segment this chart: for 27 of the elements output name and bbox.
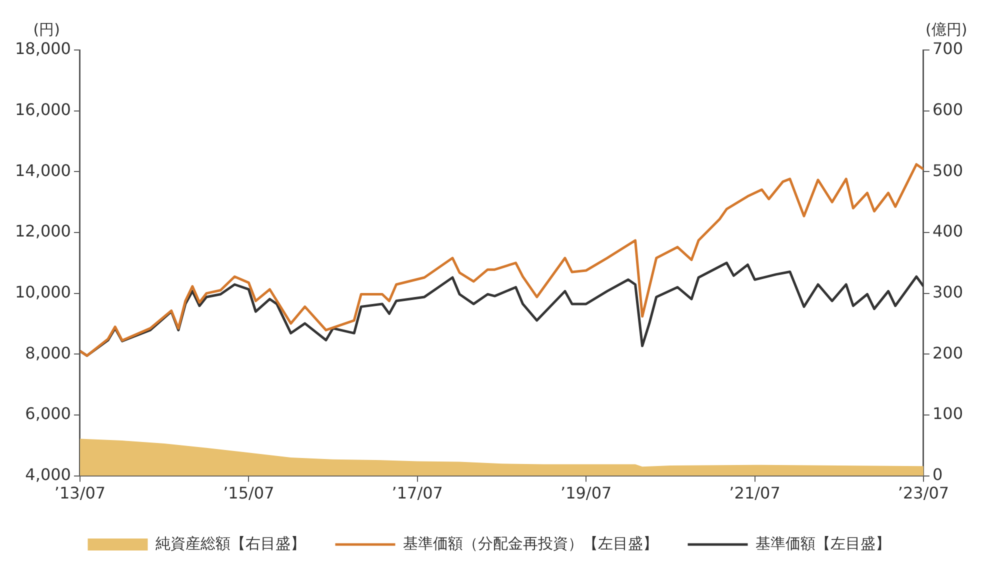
y2-tick-label: 400 xyxy=(932,222,964,241)
y2-tick-label: 100 xyxy=(932,404,964,424)
x-tick-label: ’19/07 xyxy=(560,484,612,503)
y-tick-label: 12,000 xyxy=(15,222,71,241)
x-tick-label: ’23/07 xyxy=(898,484,950,503)
y-tick-label: 4,000 xyxy=(25,464,71,484)
y2-tick-label: 0 xyxy=(932,464,943,484)
y-axis-title: (円) xyxy=(33,20,60,38)
x-tick-label: ’13/07 xyxy=(54,484,106,503)
y-tick-label: 6,000 xyxy=(25,404,71,424)
y2-tick-label: 300 xyxy=(932,282,964,302)
x-tick-label: ’21/07 xyxy=(729,484,780,503)
x-tick-label: ’17/07 xyxy=(392,484,443,503)
legend-label: 基準価額【左目盛】 xyxy=(755,534,890,552)
y-tick-label: 10,000 xyxy=(15,282,71,302)
y2-tick-label: 200 xyxy=(932,343,964,362)
y-tick-label: 8,000 xyxy=(25,343,71,362)
legend-label: 基準価額（分配金再投資）【左目盛】 xyxy=(402,534,658,552)
y-tick-label: 14,000 xyxy=(15,160,71,180)
y2-axis-title: (億円) xyxy=(925,20,968,38)
legend-label: 純資産総額【右目盛】 xyxy=(155,534,306,552)
y2-tick-label: 700 xyxy=(932,39,964,58)
y2-tick-label: 500 xyxy=(932,160,964,180)
y-tick-label: 16,000 xyxy=(15,100,71,119)
y-tick-label: 18,000 xyxy=(15,39,71,58)
y2-tick-label: 600 xyxy=(932,100,964,119)
x-tick-label: ’15/07 xyxy=(223,484,274,503)
